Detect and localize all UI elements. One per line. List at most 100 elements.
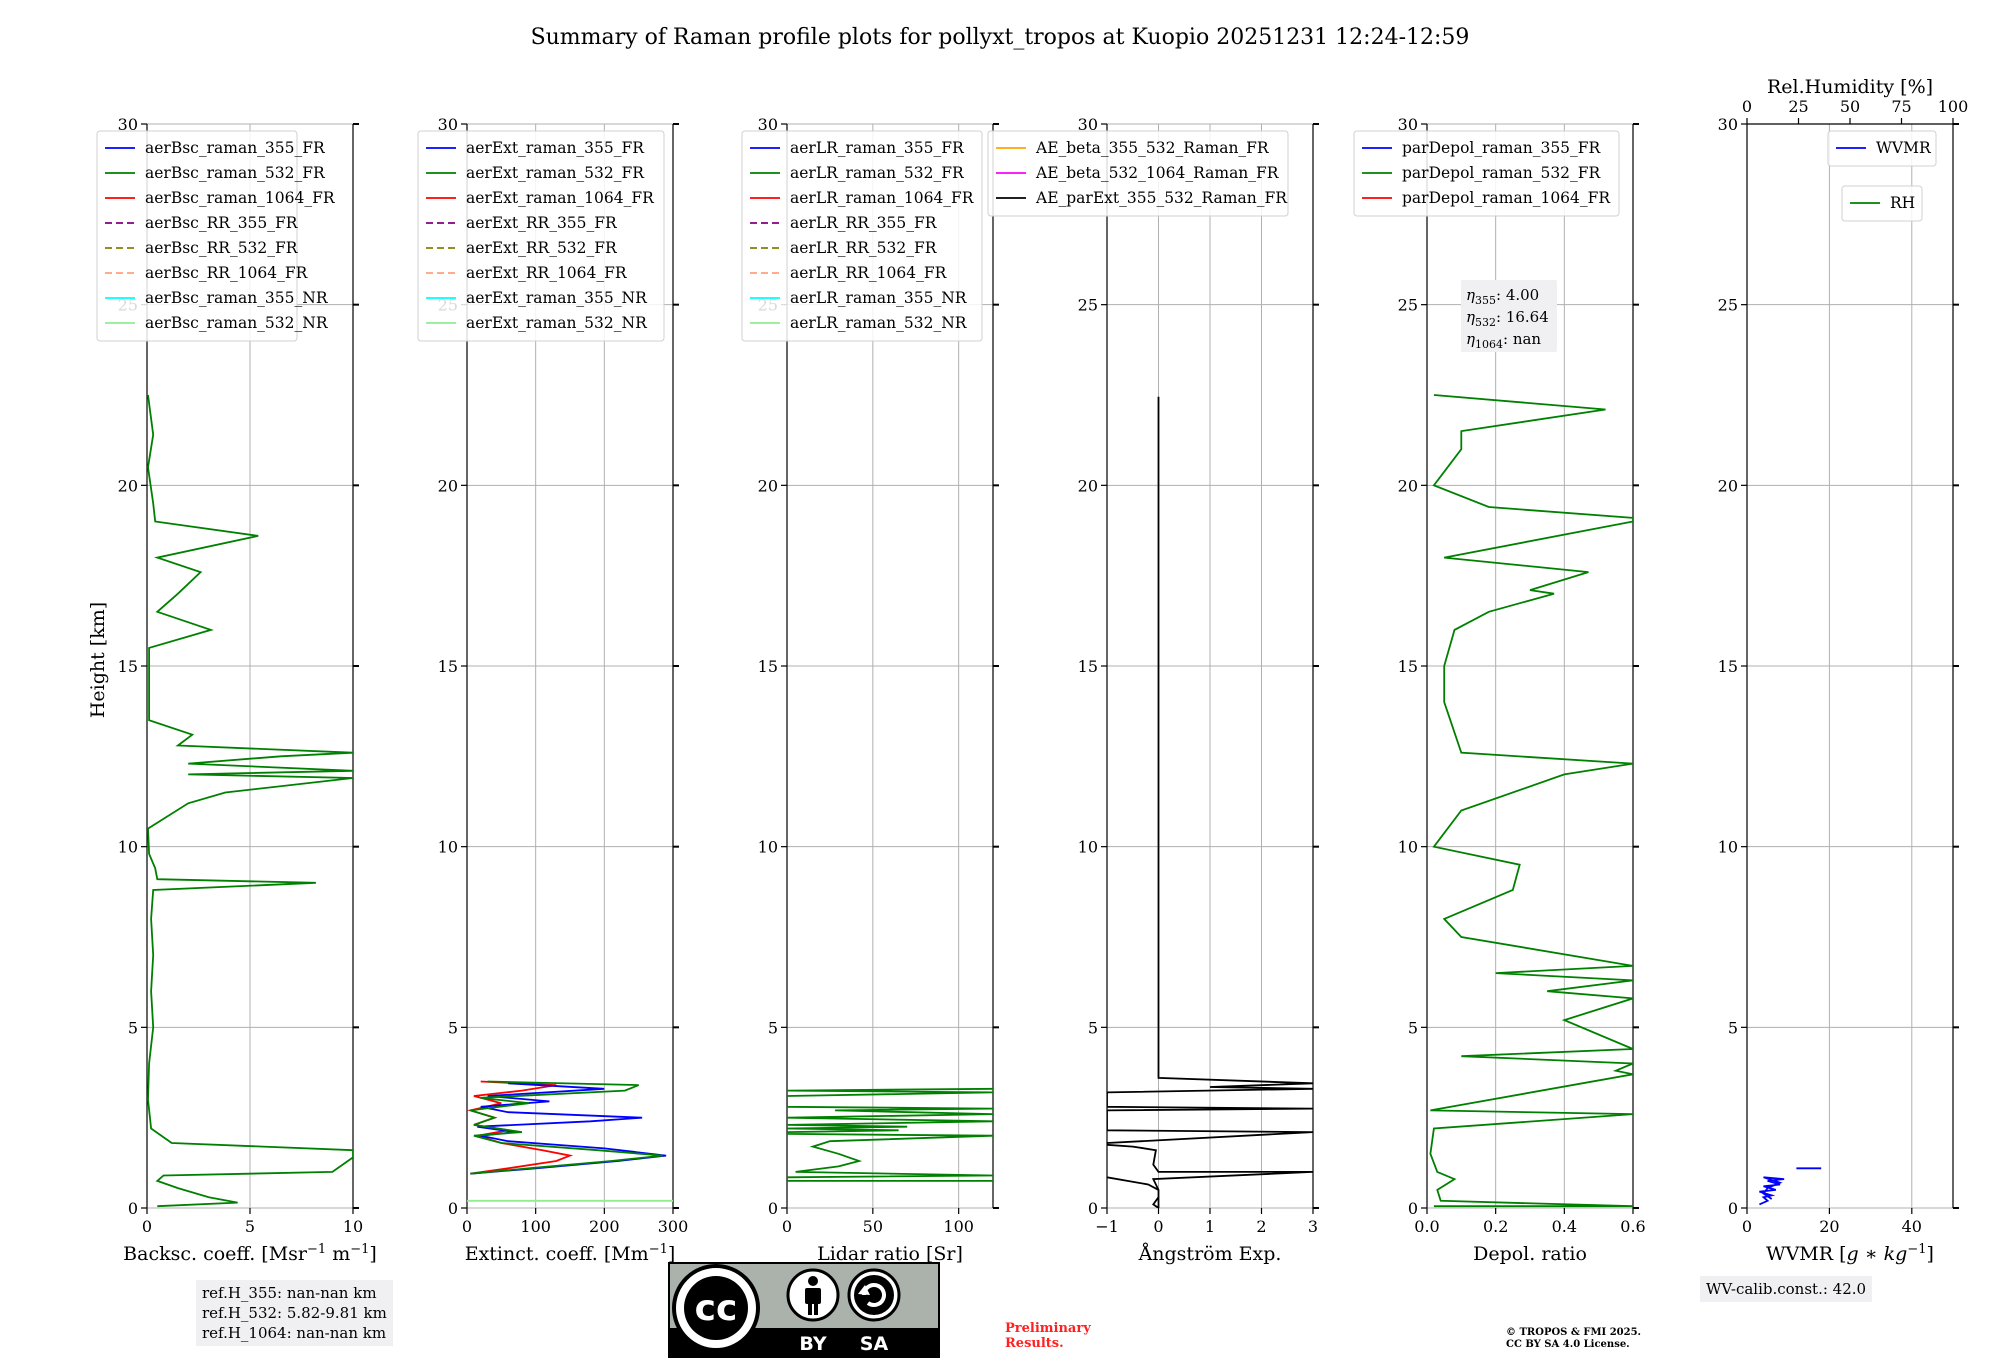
y-tick-label: 30: [1078, 115, 1098, 134]
series-AE_parExt_355_532_Raman_FR: [1107, 396, 1313, 1208]
x-tick-label: 0.0: [1414, 1217, 1439, 1236]
y-tick-label: 5: [128, 1018, 138, 1037]
x-tick-label: 1: [1205, 1217, 1215, 1236]
y-tick-label: 15: [1718, 657, 1738, 676]
legend-box: [417, 130, 665, 342]
legend-label: aerBsc_raman_355_NR: [145, 289, 329, 307]
x-tick-label: 100: [943, 1217, 974, 1236]
y-tick-label: 25: [1718, 296, 1738, 315]
copyright-note: © TROPOS & FMI 2025. CC BY SA 4.0 Licens…: [1506, 1327, 1642, 1350]
x-axis-label: WVMR [g ∗ kg−1]: [1766, 1242, 1934, 1266]
legend-label: aerExt_RR_1064_FR: [466, 264, 628, 282]
series-aerBsc_raman_532_FR: [147, 394, 353, 1208]
x-axis-label-sup: −1: [350, 1242, 369, 1257]
x-axis-label: Extinct. coeff. [Mm−1]: [465, 1242, 676, 1266]
x-tick-label: 20: [1819, 1217, 1839, 1236]
x-axis-label: Backsc. coeff. [Msr−1 m−1]: [123, 1242, 377, 1266]
legend-label: aerExt_raman_355_NR: [466, 289, 648, 307]
legend-label: aerBsc_raman_355_FR: [145, 139, 326, 157]
top-x-tick-label: 0: [1742, 97, 1752, 116]
legend-label: aerExt_raman_1064_FR: [466, 189, 655, 207]
eta-label-532: η532: 16.64: [1466, 308, 1549, 329]
legend-label: aerBsc_RR_532_FR: [145, 239, 299, 257]
legend-label: aerLR_raman_532_FR: [790, 164, 965, 182]
x-axis-label-text: Backsc. coeff. [Msr: [123, 1243, 308, 1265]
cc-mark: cc: [695, 1288, 738, 1329]
x-axis-label: Ångström Exp.: [1138, 1243, 1282, 1265]
y-tick-label: 15: [118, 657, 138, 676]
y-tick-label: 30: [1718, 115, 1738, 134]
legend-label: aerLR_RR_355_FR: [790, 214, 938, 232]
x-tick-label: 0.2: [1483, 1217, 1508, 1236]
eta-value: 4.00: [1506, 286, 1539, 304]
x-tick-label: 0: [462, 1217, 472, 1236]
panel-lr: 051015202530050100Lidar ratio [Sr]aerLR_…: [741, 115, 999, 1265]
legend-label: aerLR_raman_1064_FR: [790, 189, 975, 207]
x-tick-label: 0: [782, 1217, 792, 1236]
x-axis-label-math: g ∗ kg: [1847, 1243, 1908, 1265]
y-tick-label: 15: [758, 657, 778, 676]
cc-license-logo: cc BY SA: [668, 1262, 940, 1358]
series-aerLR_raman_532_FR: [787, 1087, 993, 1182]
legend-label: aerBsc_RR_355_FR: [145, 214, 299, 232]
x-axis-label-text: ]: [369, 1243, 376, 1265]
y-tick-label: 20: [758, 476, 778, 495]
x-tick-label: 0: [1742, 1217, 1752, 1236]
legend-label: aerExt_raman_532_NR: [466, 314, 648, 332]
x-tick-label: 10: [343, 1217, 363, 1236]
legend-label: aerLR_raman_532_NR: [790, 314, 968, 332]
x-tick-label: 3: [1308, 1217, 1318, 1236]
legend-label: AE_parExt_355_532_Raman_FR: [1035, 189, 1288, 207]
y-tick-label: 10: [1718, 838, 1738, 857]
eta-value: nan: [1513, 330, 1542, 348]
panel-ext: 0510152025300100200300Extinct. coeff. [M…: [417, 115, 689, 1266]
eta-value: 16.64: [1506, 308, 1549, 326]
x-axis-label-text: m: [326, 1243, 350, 1265]
x-axis-label-text: WVMR [: [1766, 1243, 1846, 1265]
x-axis-label-sup: −1: [1907, 1242, 1926, 1257]
legend-label: aerBsc_RR_1064_FR: [145, 264, 309, 282]
panel-depol: 0 5 10 15 20 25 30 0.0 0.2 0.4 0.6 Depol. ratio parD…: [1353, 115, 1646, 1265]
eta-label-1064: η1064: nan: [1466, 330, 1541, 351]
legend-label: aerLR_RR_1064_FR: [790, 264, 948, 282]
y-tick-label: 0: [448, 1199, 458, 1218]
x-tick-label: 0.4: [1552, 1217, 1577, 1236]
x-tick-label: 200: [589, 1217, 620, 1236]
x-tick-label: 50: [863, 1217, 883, 1236]
series-WVMR: [1759, 1176, 1785, 1206]
x-axis-label-text: ]: [1927, 1243, 1934, 1265]
y-tick-label: 30: [118, 115, 138, 134]
preliminary-results-note: Preliminary Results.: [1005, 1321, 1091, 1351]
x-tick-label: 300: [658, 1217, 689, 1236]
legend-label: RH: [1890, 194, 1915, 212]
y-tick-label: 10: [118, 838, 138, 857]
x-axis-label-sup: −1: [307, 1242, 326, 1257]
x-tick-label: 0: [1153, 1217, 1163, 1236]
legend-box: [987, 130, 1289, 217]
top-x-tick-label: 50: [1840, 97, 1860, 116]
x-tick-label: 5: [245, 1217, 255, 1236]
legend-box: [741, 130, 983, 342]
legend-label: WVMR: [1876, 139, 1932, 157]
y-tick-label: 30: [1398, 115, 1418, 134]
x-tick-label: 2: [1256, 1217, 1266, 1236]
top-axis-label: Rel.Humidity [%]: [1767, 76, 1933, 98]
y-tick-label: 20: [1078, 476, 1098, 495]
y-tick-label: 25: [1078, 296, 1098, 315]
y-tick-label: 5: [1088, 1018, 1098, 1037]
legend-label: parDepol_raman_1064_FR: [1402, 189, 1611, 207]
legend-label: aerExt_RR_355_FR: [466, 214, 618, 232]
y-tick-label: 0: [128, 1199, 138, 1218]
y-tick-label: 0: [1728, 1199, 1738, 1218]
series-parDepol_raman_532_FR: [1429, 394, 1633, 1208]
y-tick-label: 5: [1408, 1018, 1418, 1037]
eta-box: [1461, 280, 1557, 352]
x-tick-label: 100: [520, 1217, 551, 1236]
y-tick-label: 30: [758, 115, 778, 134]
legend-box: [1353, 130, 1620, 217]
x-axis-label-text: Extinct. coeff. [Mm: [465, 1243, 649, 1265]
x-tick-label: 0: [142, 1217, 152, 1236]
